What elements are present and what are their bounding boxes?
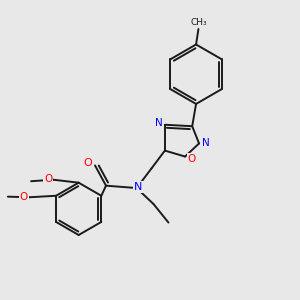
Text: N: N: [202, 138, 209, 148]
Text: O: O: [20, 192, 28, 202]
Text: N: N: [155, 118, 163, 128]
Text: O: O: [44, 174, 52, 184]
Text: O: O: [83, 158, 92, 168]
Text: O: O: [188, 154, 196, 164]
Text: CH₃: CH₃: [190, 18, 207, 27]
Text: N: N: [134, 182, 142, 192]
